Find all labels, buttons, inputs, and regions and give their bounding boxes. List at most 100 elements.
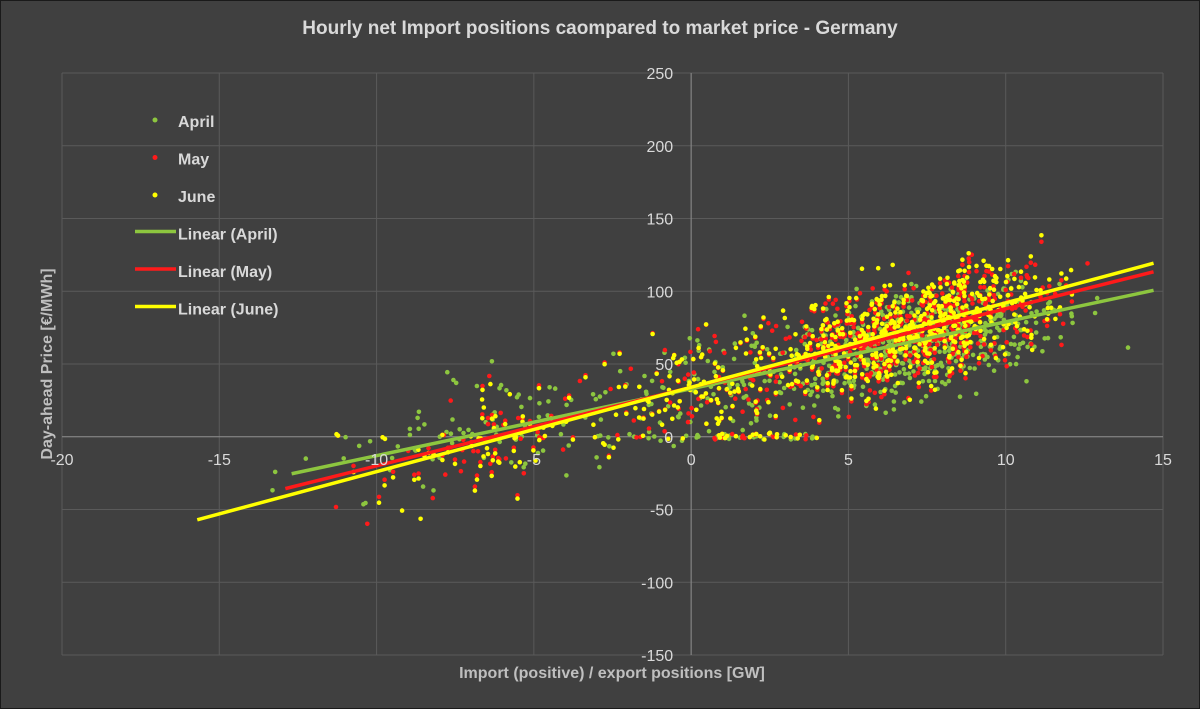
data-point: [960, 257, 965, 263]
data-point: [780, 405, 786, 411]
data-point: [848, 360, 854, 365]
data-point: [592, 434, 598, 440]
data-point: [617, 368, 623, 374]
data-point: [753, 334, 758, 340]
data-point: [978, 328, 983, 334]
data-point: [873, 352, 879, 358]
data-point: [981, 279, 987, 285]
data-point: [981, 258, 986, 264]
data-point: [1005, 292, 1011, 298]
data-point: [1068, 267, 1074, 273]
data-point: [489, 469, 495, 475]
data-point: [931, 374, 937, 380]
data-point: [879, 321, 885, 327]
legend: April May June Linear (April) Linear (May) Li…: [135, 114, 278, 319]
data-point: [982, 273, 987, 279]
data-point: [857, 333, 863, 339]
data-point: [882, 361, 887, 367]
data-point: [788, 434, 793, 440]
data-point: [516, 392, 521, 397]
data-point: [976, 355, 982, 361]
data-point: [874, 320, 879, 325]
data-point: [924, 306, 930, 312]
data-points: [270, 233, 1131, 527]
data-point: [1000, 344, 1006, 350]
data-point: [815, 394, 820, 399]
data-point: [382, 483, 387, 488]
data-point: [646, 429, 652, 435]
data-point: [892, 300, 897, 305]
data-point: [1057, 281, 1062, 287]
data-point: [943, 299, 948, 304]
data-point: [978, 344, 984, 350]
data-point: [1028, 254, 1034, 259]
data-point: [691, 356, 696, 362]
data-point: [898, 309, 903, 315]
data-point: [649, 378, 655, 384]
data-point: [813, 302, 818, 308]
data-point: [422, 422, 427, 427]
data-point: [773, 346, 778, 352]
data-point: [941, 325, 947, 331]
data-point: [542, 433, 548, 439]
data-point: [920, 303, 926, 308]
data-point: [940, 291, 945, 296]
data-point: [1005, 273, 1010, 279]
data-point: [732, 341, 738, 346]
data-point: [870, 356, 875, 361]
data-point: [698, 354, 704, 360]
data-point: [946, 378, 952, 384]
data-point: [842, 380, 847, 386]
data-point: [535, 429, 540, 435]
data-point: [844, 301, 849, 306]
data-point: [847, 304, 852, 310]
data-point: [852, 368, 858, 374]
data-point: [758, 324, 764, 329]
data-point: [502, 418, 508, 424]
data-point: [830, 301, 836, 307]
data-point: [753, 357, 759, 362]
data-point: [488, 381, 493, 387]
data-point: [743, 326, 748, 332]
data-point: [698, 403, 704, 408]
data-point: [511, 448, 517, 454]
data-point: [1002, 352, 1008, 357]
data-point: [887, 282, 893, 288]
data-point: [729, 431, 735, 437]
data-point: [855, 325, 861, 331]
data-point: [872, 390, 878, 396]
data-point: [981, 342, 987, 347]
data-point: [882, 388, 887, 394]
data-point: [866, 328, 871, 333]
data-point: [893, 294, 899, 299]
legend-label: Linear (June): [178, 302, 278, 319]
data-point: [972, 366, 977, 371]
data-point: [991, 293, 997, 298]
data-point: [667, 400, 673, 405]
data-point: [934, 293, 939, 299]
data-point: [917, 341, 922, 347]
data-point: [994, 325, 1000, 331]
data-point: [915, 359, 920, 365]
data-point: [399, 508, 405, 513]
data-point: [536, 414, 542, 420]
data-point: [1059, 342, 1064, 348]
data-point: [1014, 329, 1020, 335]
data-point: [859, 266, 865, 272]
data-point: [903, 345, 909, 351]
data-point: [558, 431, 564, 437]
data-point: [730, 381, 735, 387]
data-point: [1060, 321, 1066, 327]
data-point: [1003, 287, 1008, 293]
data-point: [535, 450, 541, 456]
legend-label: Linear (May): [178, 264, 272, 281]
data-point: [927, 329, 933, 335]
data-point: [904, 293, 909, 299]
data-point: [911, 335, 917, 340]
data-point: [943, 303, 948, 309]
data-point: [804, 378, 810, 383]
data-point: [678, 411, 683, 416]
data-point: [929, 360, 935, 365]
data-point: [1032, 275, 1038, 280]
data-point: [716, 418, 722, 424]
